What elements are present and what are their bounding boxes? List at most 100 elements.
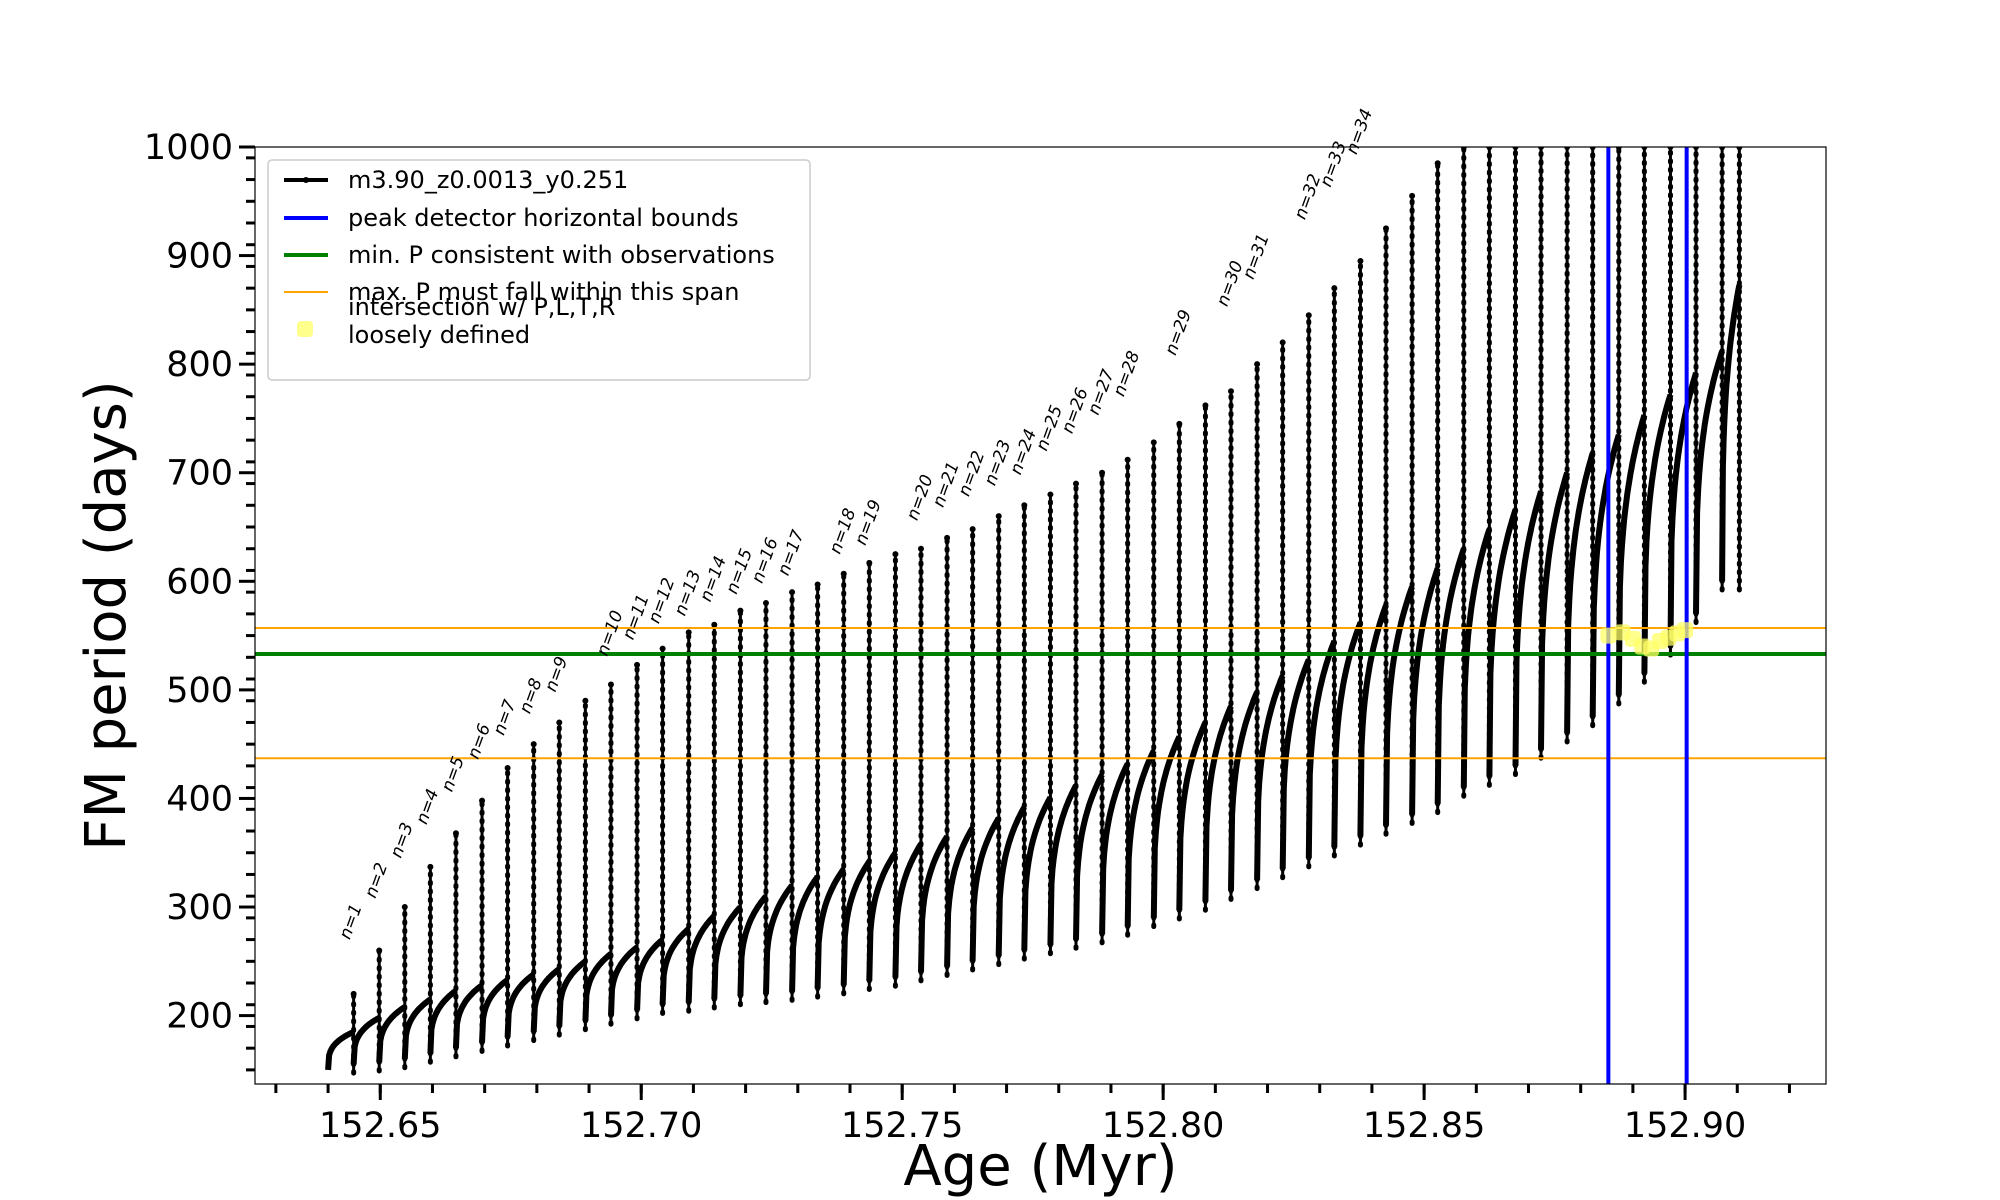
spike-top-point-12 [634,661,641,668]
track-cycle-42 [1383,585,1415,826]
y-tick-label-1: 200 [166,997,233,1037]
spike-top-point-39 [1331,285,1338,292]
track-cycle-46 [1486,508,1519,777]
track-cycle-41 [1357,604,1389,837]
track-cycle-20 [814,867,847,989]
track-cycle-18 [763,883,795,994]
track-cycle-30 [1073,773,1105,940]
track-cycle-52 [1641,393,1674,674]
spike-top-point-32 [1150,439,1157,446]
spike-top-point-34 [1202,402,1209,409]
x-tick-label-6: 152.90 [1624,1106,1746,1146]
y-tick-label-8: 900 [166,237,233,277]
legend-label-3: min. P consistent with observations [348,241,775,269]
track-cycle-37 [1254,674,1286,880]
x-tick-label-3: 152.75 [841,1106,963,1146]
track-cycle-4 [401,996,433,1060]
spike-top-point-18 [789,589,796,596]
track-cycle-10 [556,958,588,1027]
track-cycle-38 [1279,658,1312,870]
spike-top-point-3 [401,904,408,911]
track-cycle-8 [504,971,536,1038]
track-cycle-35 [1202,704,1234,902]
spike-top-point-35 [1228,388,1235,395]
y-tick-label-3: 400 [166,779,233,819]
track-cycle-25 [944,826,976,967]
spike-top-point-41 [1383,225,1390,232]
track-cycle-49 [1564,452,1596,734]
track-cycle-24 [918,834,950,973]
spike-top-point-48 [1564,147,1571,150]
track-cycle-22 [866,851,898,981]
spike-top-point-47 [1538,147,1545,150]
spike-top-point-24 [944,534,951,541]
spike-top-point-55 [1736,147,1743,150]
spike-top-point-14 [685,629,692,636]
spike-top-point-43 [1434,160,1441,167]
track-cycle-14 [659,926,691,1005]
spike-top-point-31 [1124,456,1131,463]
y-tick-label-2: 300 [166,888,233,928]
track-cycle-3 [376,1004,407,1063]
spike-top-point-11 [607,681,614,688]
legend-marker-1 [303,177,309,183]
legend-label-1: m3.90_z0.0013_y0.251 [348,166,628,194]
spike-top-point-50 [1615,147,1622,150]
intersection-point-9 [1677,622,1694,639]
track-cycle-48 [1538,471,1570,750]
track-cycle-1 [325,1029,356,1071]
spike-top-point-8 [530,741,537,748]
spike-top-point-54 [1719,147,1726,150]
legend-label-4: max. P must fall within this span [348,278,739,306]
track-cycle-31 [1099,762,1131,935]
track-cycle-32 [1124,749,1157,927]
plot-frame [254,146,1827,1085]
spike-top-point-29 [1072,480,1079,487]
spike-top-point-20 [840,570,847,577]
track-cycle-12 [608,944,639,1016]
y-tick-label-4: 500 [166,671,233,711]
spike-top-point-19 [814,581,821,588]
y-axis-label: FM period (days) [74,380,139,850]
legend-box [267,159,811,381]
track-cycle-36 [1228,690,1260,891]
spike-top-point-25 [969,526,976,533]
spike-top-point-53 [1693,147,1700,150]
spike-top-point-51 [1641,147,1648,150]
spike-top-point-15 [711,621,718,628]
x-axis-label: Age (Myr) [903,1134,1177,1199]
y-tick-label-5: 600 [166,562,233,602]
spike-top-point-28 [1047,491,1054,498]
y-tick-label-9: 1000 [144,128,233,168]
spike-top-point-23 [917,545,924,552]
spike-top-point-30 [1099,469,1106,476]
x-tick-label-4: 152.80 [1102,1106,1224,1146]
x-tick-label-5: 152.85 [1363,1106,1485,1146]
spike-top-point-1 [350,990,357,997]
spike-top-point-17 [762,600,769,607]
track-cycle-53 [1667,371,1699,647]
legend-label-2: peak detector horizontal bounds [348,204,739,232]
track-cycle-33 [1150,735,1183,918]
track-cycle-23 [892,842,924,978]
spike-top-point-38 [1305,312,1312,319]
spike-top-point-40 [1357,258,1364,265]
spike-top-point-27 [1021,502,1028,509]
x-tick-label-2: 152.70 [580,1106,702,1146]
spike-top-point-36 [1254,361,1261,368]
spike-top-point-44 [1460,147,1467,150]
y-tick-label-7: 800 [166,345,233,385]
spike-top-point-6 [479,797,486,804]
spike-top-point-2 [376,947,383,954]
track-cycle-51 [1615,414,1648,696]
track-cycle-27 [995,805,1027,956]
track-cycle-6 [452,982,484,1049]
spike-top-point-45 [1486,147,1493,150]
track-cycle-21 [840,859,872,986]
spike-top-point-4 [427,863,434,870]
track-cycle-26 [969,816,1002,962]
track-cycle-19 [789,874,821,992]
track-cycle-43 [1409,567,1441,815]
